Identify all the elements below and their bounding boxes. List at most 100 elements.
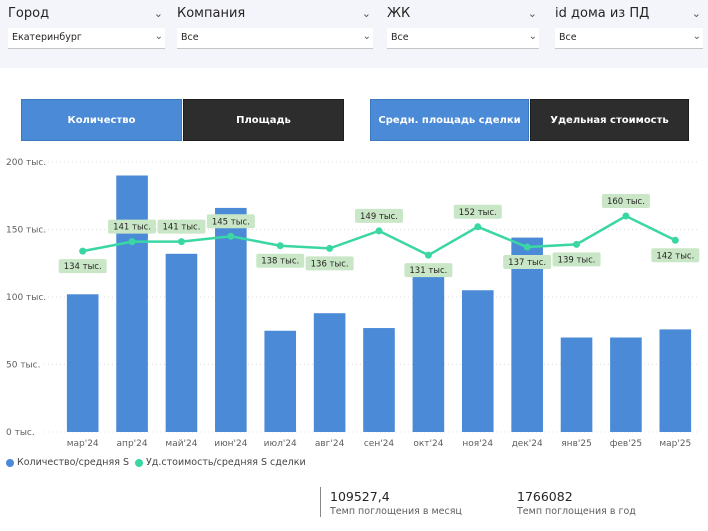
data-label-bg [552,252,601,267]
bar [215,207,247,432]
slicer-house-id-title: id дома из ПД [555,6,650,21]
slicer-city: Город ⌄ Екатеринбург ⌄ [8,2,165,58]
data-label-bg [601,194,650,208]
slicer-company: Компания ⌄ Все ⌄ [177,2,373,58]
tab-avg-deal-area[interactable]: Средн. площадь сделки [370,99,529,141]
legend-item-line[interactable]: Уд.стоимость/средняя S сделки [135,457,306,468]
data-label: 160 тыс. [607,197,645,207]
legend-dot-bars [6,458,14,467]
chevron-down-icon[interactable]: ⌄ [527,7,537,20]
x-tick-label: дек'24 [512,439,543,449]
chevron-down-icon[interactable]: ⌄ [691,7,701,20]
data-label: 142 тыс. [656,251,694,261]
legend-dot-line [135,458,143,467]
data-label: 149 тыс. [360,212,398,222]
tab-unit-cost[interactable]: Удельная стоимость [530,99,689,141]
data-label-bg [305,256,354,271]
data-label-bg [58,259,107,274]
slicer-city-dropdown[interactable]: Екатеринбург ⌄ [8,28,165,49]
chevron-down-icon: ⌄ [154,31,163,42]
bar [264,330,297,432]
slicer-city-title: Город [8,6,50,21]
chevron-down-icon: ⌄ [362,31,371,42]
slicer-company-value: Все [181,32,199,43]
slicer-city-value: Екатеринбург [12,32,82,43]
legend-label-line: Уд.стоимость/средняя S сделки [146,457,306,468]
slicer-house-id-value: Все [559,32,577,43]
kpi-monthly: 109527,4 Темп поглощения в месяц [330,489,462,517]
x-tick-label: мар'25 [659,439,691,449]
line-point [424,251,432,259]
line-point [227,232,235,240]
line-point [326,244,334,252]
data-label-bg [355,208,403,223]
data-label-bg [404,263,453,278]
line-point [375,227,383,235]
bar [116,175,148,432]
slicer-complex-title: ЖК [387,6,411,21]
x-tick-label: мар'24 [67,439,99,449]
line-point [177,238,185,246]
bar [461,290,494,432]
bar [363,328,395,432]
slicer-complex-dropdown[interactable]: Все ⌄ [387,28,539,49]
data-label-bg [453,204,502,219]
x-tick-label: июн'24 [214,439,248,449]
data-label: 131 тыс. [409,266,447,276]
bar [412,272,445,432]
x-tick-label: окт'24 [413,439,443,449]
kpi-monthly-label: Темп поглощения в месяц [330,506,462,517]
data-label-bg [256,253,305,268]
data-label: 145 тыс. [212,217,250,227]
line-point [622,212,630,220]
x-tick-label: май'24 [165,439,197,449]
chevron-down-icon: ⌄ [692,31,701,42]
bar [560,337,593,432]
slicer-complex: ЖК ⌄ Все ⌄ [387,2,539,58]
line-point [79,247,87,255]
tab-quantity[interactable]: Количество [21,99,182,141]
tab-area[interactable]: Площадь [183,99,344,141]
line-point [671,236,679,244]
bar [165,253,198,432]
legend-item-bars[interactable]: Количество/средняя S [6,457,129,468]
data-label: 136 тыс. [311,259,349,269]
x-tick-label: авг'24 [315,439,345,449]
line-point [573,240,581,248]
data-label: 137 тыс. [508,258,546,268]
y-tick-label: 100 тыс. [6,293,46,303]
line-point [474,223,482,231]
kpi-divider [320,487,321,517]
chevron-down-icon[interactable]: ⌄ [361,7,371,20]
combo-chart: 0 тыс. 50 тыс. 100 тыс. 150 тыс. 200 тыс. мар… [6,158,700,449]
kpi-yearly: 1766082 Темп поглощения в год [517,489,636,517]
chevron-down-icon: ⌄ [528,31,537,42]
chevron-down-icon[interactable]: ⌄ [153,7,163,20]
x-tick-label: янв'25 [561,439,592,449]
kpi-yearly-value: 1766082 [517,489,573,504]
x-tick-label: сен'24 [364,439,395,449]
bar [66,294,99,432]
data-label: 141 тыс. [162,223,200,233]
slicer-house-id: id дома из ПД ⌄ Все ⌄ [555,2,703,58]
y-tick-label: 0 тыс. [6,428,35,438]
line-point [128,238,136,246]
data-label-bg [206,214,255,229]
slicer-company-dropdown[interactable]: Все ⌄ [177,28,373,49]
x-tick-label: апр'24 [117,439,148,449]
y-tick-label: 150 тыс. [6,226,46,236]
y-tick-label: 200 тыс. [6,158,46,168]
bar [610,337,642,432]
bar [659,329,692,432]
slicer-house-id-dropdown[interactable]: Все ⌄ [555,28,703,49]
x-tick-label: июл'24 [264,439,297,449]
filter-bar: Город ⌄ Екатеринбург ⌄ Компания ⌄ Все ⌄ … [0,0,708,68]
data-label-bg [651,248,700,263]
data-label-bg [503,255,552,270]
slicer-company-title: Компания [177,6,246,21]
data-label: 152 тыс. [459,208,497,218]
legend-label-bars: Количество/средняя S [17,457,129,468]
chart-legend: Количество/средняя S Уд.стоимость/средня… [6,457,312,468]
data-label: 141 тыс. [113,223,151,233]
slicer-complex-value: Все [391,32,409,43]
